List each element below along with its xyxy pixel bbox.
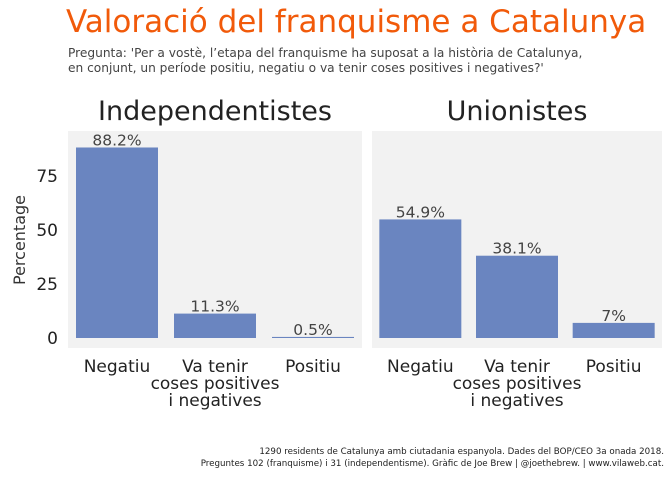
x-tick-label: i negatives bbox=[470, 391, 563, 411]
y-tick-label: 50 bbox=[36, 221, 58, 241]
x-tick-label: coses positives bbox=[151, 374, 280, 394]
x-tick-label: Positiu bbox=[586, 357, 642, 377]
subtitle-line-2: en conjunt, un període positiu, negatiu … bbox=[68, 61, 544, 75]
bar-value-label: 11.3% bbox=[190, 298, 239, 316]
facet-title: Unionistes bbox=[447, 96, 588, 127]
bar-value-label: 38.1% bbox=[492, 240, 541, 258]
bar-value-label: 88.2% bbox=[92, 131, 141, 149]
bar bbox=[272, 336, 354, 338]
chart-title: Valoració del franquisme a Catalunya bbox=[66, 4, 647, 40]
x-tick-label: i negatives bbox=[168, 391, 261, 411]
bar bbox=[476, 255, 558, 338]
bar-value-label: 54.9% bbox=[396, 203, 445, 221]
chart-caption: 1290 residents de Catalunya amb ciutadan… bbox=[201, 446, 664, 470]
facet-title: Independentistes bbox=[98, 96, 332, 127]
x-tick-label: coses positives bbox=[453, 374, 582, 394]
x-tick-label: Va tenir bbox=[182, 357, 248, 377]
bar-value-label: 7% bbox=[601, 307, 626, 325]
x-tick-label: Negatiu bbox=[387, 357, 454, 377]
x-tick-label: Positiu bbox=[285, 357, 341, 377]
x-tick-label: Negatiu bbox=[84, 357, 151, 377]
chart-subtitle: Pregunta: 'Per a vostè, l’etapa del fran… bbox=[68, 46, 582, 76]
y-axis-label: Percentage bbox=[10, 195, 29, 285]
bar bbox=[379, 219, 462, 338]
caption-line-2: Preguntes 102 (franquisme) i 31 (indepen… bbox=[200, 459, 664, 469]
x-tick-label: Va tenir bbox=[484, 357, 550, 377]
y-tick-label: 25 bbox=[36, 275, 58, 295]
y-tick-label: 0 bbox=[47, 329, 58, 349]
y-tick-label: 75 bbox=[36, 167, 58, 187]
caption-line-1: 1290 residents de Catalunya amb ciutadan… bbox=[259, 447, 664, 457]
bar bbox=[572, 322, 655, 338]
bar bbox=[174, 313, 256, 338]
bar-value-label: 0.5% bbox=[293, 321, 332, 339]
subtitle-line-1: Pregunta: 'Per a vostè, l’etapa del fran… bbox=[68, 46, 583, 60]
bar bbox=[76, 147, 158, 338]
